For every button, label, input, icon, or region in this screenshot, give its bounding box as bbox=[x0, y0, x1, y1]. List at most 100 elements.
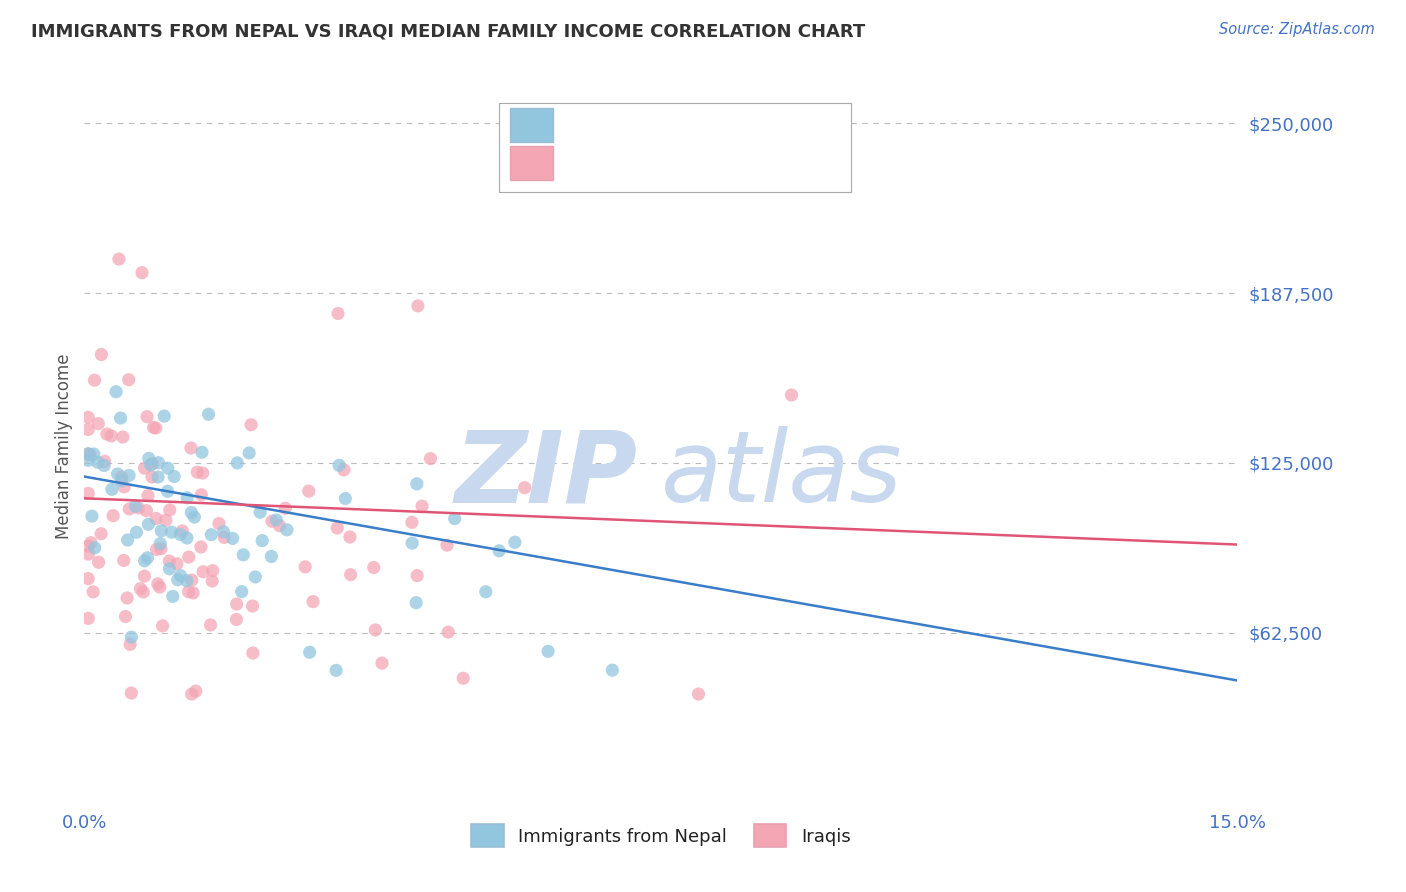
Point bbox=[148, 456, 170, 470]
Point bbox=[226, 456, 249, 470]
Point bbox=[276, 523, 298, 537]
Point bbox=[145, 421, 167, 435]
Point bbox=[77, 410, 100, 425]
Y-axis label: Median Family Income: Median Family Income bbox=[55, 353, 73, 539]
Point bbox=[80, 509, 103, 524]
Point bbox=[180, 506, 202, 520]
Point bbox=[110, 411, 132, 425]
Point bbox=[180, 441, 202, 455]
Point bbox=[232, 548, 254, 562]
Point bbox=[176, 574, 198, 588]
Point bbox=[134, 569, 156, 583]
Point bbox=[443, 511, 465, 525]
Point bbox=[405, 476, 427, 491]
Point bbox=[503, 535, 526, 549]
Point bbox=[146, 577, 169, 591]
Point bbox=[221, 532, 243, 546]
Point bbox=[242, 646, 264, 660]
Point bbox=[83, 541, 105, 555]
Point bbox=[328, 458, 350, 473]
Point bbox=[488, 544, 510, 558]
Point bbox=[245, 570, 267, 584]
Point bbox=[132, 585, 155, 599]
Point bbox=[90, 347, 112, 361]
Point bbox=[124, 500, 146, 514]
Point bbox=[260, 514, 283, 528]
Point bbox=[166, 557, 188, 571]
Point bbox=[77, 572, 100, 586]
Point bbox=[82, 585, 104, 599]
Point bbox=[87, 555, 110, 569]
Point bbox=[212, 524, 235, 539]
Point bbox=[105, 384, 128, 399]
Point bbox=[142, 420, 165, 434]
Point bbox=[166, 573, 188, 587]
Point bbox=[176, 491, 198, 505]
Point bbox=[163, 469, 186, 483]
Point bbox=[87, 417, 110, 431]
Point bbox=[333, 463, 356, 477]
Point bbox=[406, 299, 429, 313]
Point bbox=[190, 488, 212, 502]
Point bbox=[93, 454, 115, 468]
Point bbox=[112, 553, 135, 567]
Point bbox=[451, 671, 474, 685]
Point bbox=[108, 252, 131, 266]
Point bbox=[135, 503, 157, 517]
Point bbox=[87, 455, 110, 469]
Point bbox=[250, 533, 273, 548]
Point bbox=[77, 447, 100, 461]
Point bbox=[212, 530, 235, 544]
Point bbox=[190, 540, 212, 554]
Point bbox=[405, 596, 427, 610]
Text: ZIP: ZIP bbox=[454, 426, 638, 523]
Point bbox=[138, 451, 160, 466]
Text: IMMIGRANTS FROM NEPAL VS IRAQI MEDIAN FAMILY INCOME CORRELATION CHART: IMMIGRANTS FROM NEPAL VS IRAQI MEDIAN FA… bbox=[31, 22, 865, 40]
Point bbox=[274, 501, 297, 516]
Point bbox=[169, 568, 191, 582]
Point bbox=[602, 663, 624, 677]
Point bbox=[152, 619, 174, 633]
Point bbox=[90, 526, 112, 541]
Point bbox=[260, 549, 283, 564]
Point bbox=[266, 513, 288, 527]
Point bbox=[111, 470, 134, 484]
Point bbox=[111, 430, 134, 444]
Point bbox=[120, 630, 142, 644]
Point bbox=[184, 684, 207, 698]
Point bbox=[335, 491, 357, 506]
Point bbox=[149, 536, 172, 550]
Point bbox=[77, 486, 100, 500]
Point bbox=[129, 582, 152, 596]
Text: -0.171: -0.171 bbox=[605, 154, 669, 172]
Point bbox=[157, 562, 180, 576]
Point bbox=[298, 645, 321, 659]
Point bbox=[136, 550, 159, 565]
Point bbox=[169, 527, 191, 541]
Text: R =: R = bbox=[567, 116, 606, 134]
Point bbox=[177, 549, 200, 564]
Point bbox=[401, 516, 423, 530]
Point bbox=[406, 568, 429, 582]
Point bbox=[177, 584, 200, 599]
Point bbox=[513, 481, 536, 495]
Point bbox=[160, 525, 183, 540]
Point bbox=[77, 422, 100, 436]
Point bbox=[186, 465, 208, 479]
Point bbox=[145, 542, 167, 557]
Point bbox=[419, 451, 441, 466]
Point bbox=[225, 612, 247, 626]
Point bbox=[125, 525, 148, 540]
Text: 103: 103 bbox=[721, 154, 759, 172]
Point bbox=[176, 531, 198, 545]
Point bbox=[114, 609, 136, 624]
Point bbox=[77, 453, 100, 467]
Point bbox=[249, 505, 271, 519]
Point bbox=[118, 373, 141, 387]
Point bbox=[127, 500, 149, 515]
Point bbox=[101, 483, 124, 497]
Point bbox=[191, 466, 214, 480]
Point bbox=[436, 538, 458, 552]
Point bbox=[77, 539, 100, 553]
Point bbox=[149, 580, 172, 594]
